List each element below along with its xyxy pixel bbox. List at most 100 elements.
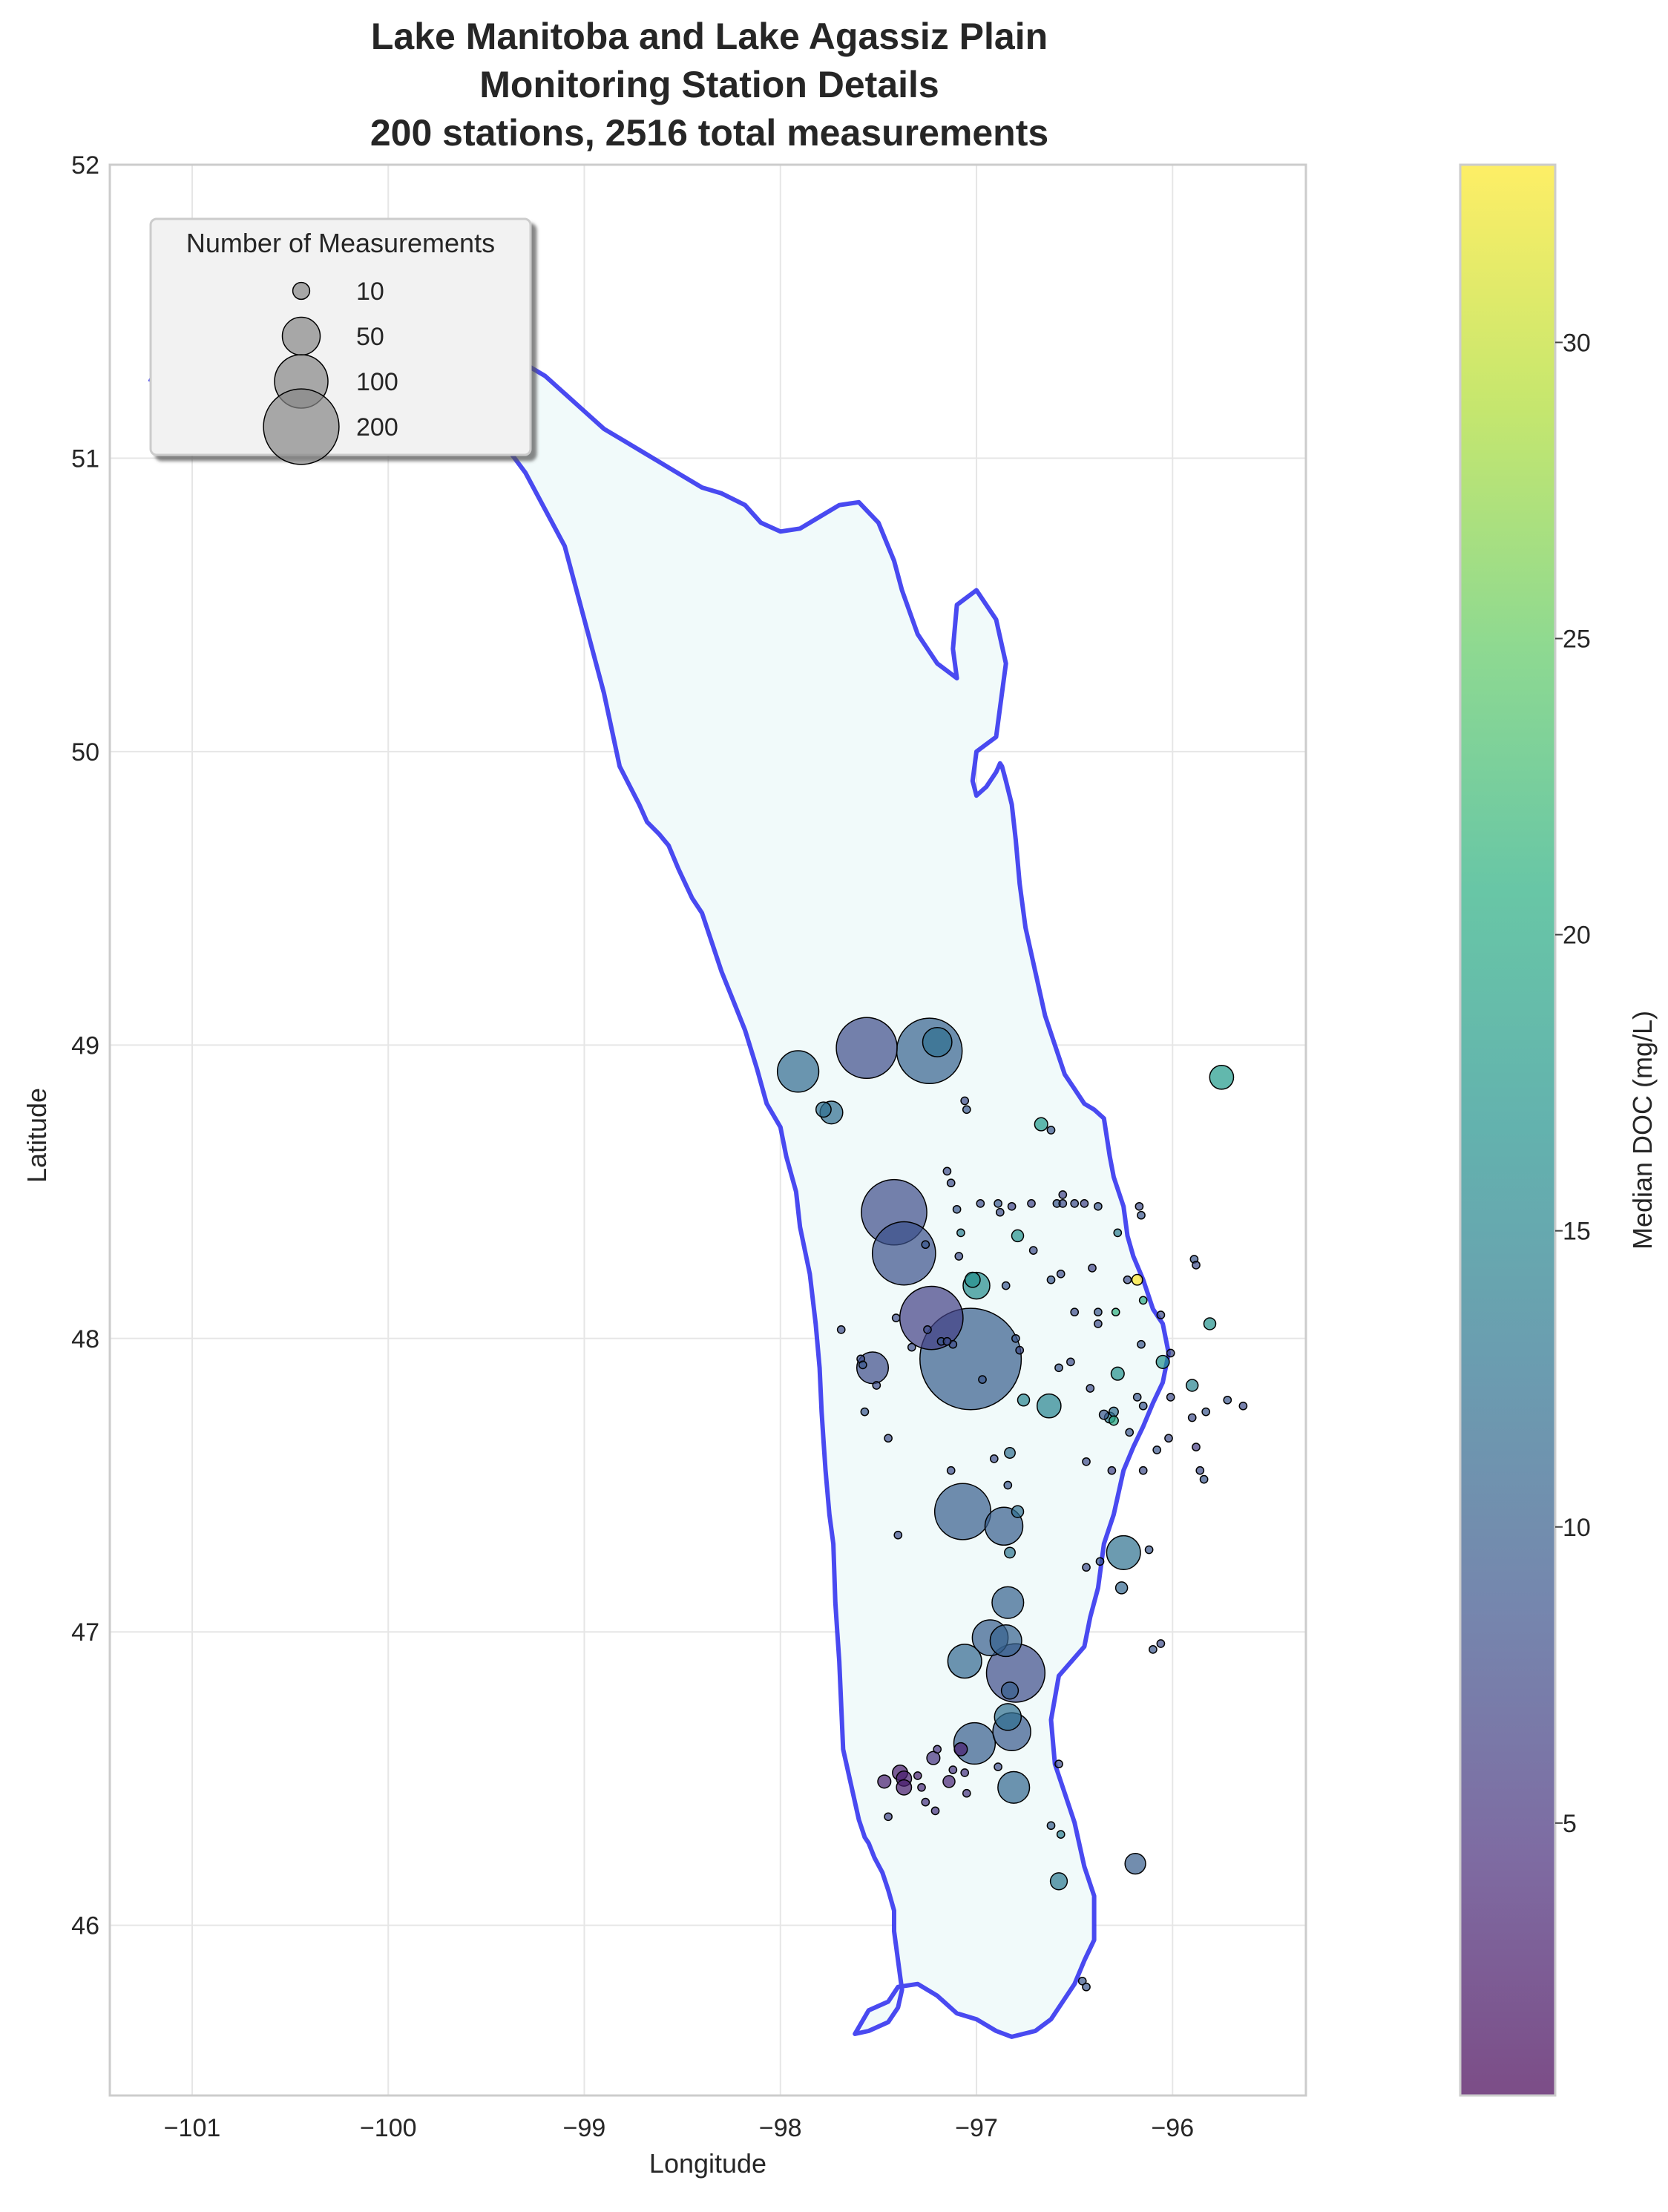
title-line-1: Lake Manitoba and Lake Agassiz Plain: [371, 16, 1048, 57]
station-point: [1107, 1466, 1117, 1475]
station-point: [1111, 1307, 1120, 1317]
legend-box: [149, 217, 532, 456]
station-point: [989, 1624, 1022, 1658]
station-point: [1114, 1581, 1129, 1595]
station-point: [1138, 1401, 1148, 1411]
station-point: [1123, 1275, 1132, 1284]
station-point: [1156, 1639, 1166, 1648]
y-tick-label: 48: [71, 1325, 99, 1353]
station-point: [858, 1360, 867, 1370]
station-point: [1011, 1333, 1020, 1343]
station-point: [1011, 1505, 1025, 1518]
station-point: [953, 1742, 968, 1756]
station-point: [913, 1771, 922, 1780]
station-point: [1003, 1480, 1013, 1490]
colorbar-label: Median DOC (mg/L): [1627, 1011, 1658, 1250]
station-point: [1192, 1261, 1201, 1270]
station-point: [1082, 1563, 1091, 1572]
size-legend: Number of Measurements 10 50 100 200: [149, 217, 532, 465]
x-axis-label: Longitude: [649, 2148, 766, 2179]
station-point: [960, 1768, 970, 1777]
station-point: [835, 1017, 898, 1080]
plot-frame: [108, 163, 1307, 2097]
station-point: [991, 1586, 1025, 1619]
station-point: [1034, 1117, 1048, 1132]
legend-label: 100: [356, 368, 398, 396]
legend-label: 200: [356, 413, 398, 442]
station-point: [1144, 1545, 1154, 1555]
station-point: [994, 1762, 1002, 1771]
station-point: [1195, 1466, 1205, 1475]
station-point: [884, 1812, 893, 1822]
y-tick-label: 47: [71, 1618, 99, 1647]
colorbar-tick-label: 15: [1563, 1218, 1591, 1246]
station-point: [1058, 1190, 1068, 1199]
station-point: [994, 1199, 1002, 1208]
colorbar-tick-label: 20: [1563, 922, 1591, 950]
station-point: [956, 1228, 965, 1238]
x-tick-label: −100: [360, 2114, 417, 2142]
station-point: [997, 1770, 1031, 1804]
station-point: [1166, 1348, 1175, 1358]
station-point: [1011, 1229, 1025, 1243]
station-point: [947, 1644, 982, 1679]
station-point: [1125, 1428, 1135, 1437]
station-point: [964, 1271, 981, 1288]
station-point: [976, 1199, 985, 1208]
station-point: [1131, 1273, 1143, 1286]
x-axis-ticks: −101 −100 −99 −98 −97 −96: [164, 2114, 1194, 2142]
station-point: [1049, 1872, 1068, 1891]
x-tick-label: −101: [164, 2114, 221, 2142]
watershed-boundary: [148, 309, 1171, 2039]
station-point: [1082, 1982, 1091, 1992]
colorbar-tick-label: 25: [1563, 626, 1591, 654]
station-point: [1187, 1413, 1197, 1422]
chart-title: Lake Manitoba and Lake Agassiz Plain Mon…: [370, 16, 1048, 154]
y-tick-label: 46: [71, 1912, 99, 1940]
station-point: [989, 1454, 999, 1463]
station-point: [1080, 1199, 1089, 1208]
station-point: [942, 1166, 952, 1176]
station-point: [1223, 1395, 1232, 1405]
station-point: [1077, 1976, 1087, 1986]
legend-marker: [292, 281, 311, 301]
station-point: [1137, 1210, 1146, 1220]
station-point: [1152, 1445, 1162, 1454]
station-point: [1199, 1474, 1209, 1484]
colorbar-tick-label: 10: [1563, 1514, 1591, 1542]
station-point: [1007, 1201, 1017, 1211]
station-point: [1164, 1434, 1173, 1443]
x-tick-label: −99: [563, 2114, 606, 2142]
station-point: [1106, 1535, 1141, 1570]
station-point: [1082, 1457, 1091, 1466]
legend-marker: [263, 388, 340, 465]
station-point: [952, 1204, 962, 1214]
station-point: [984, 1506, 1024, 1546]
station-point: [926, 1750, 941, 1765]
station-point: [815, 1101, 832, 1118]
station-point: [921, 1240, 930, 1250]
station-point: [1138, 1296, 1148, 1305]
station-point: [1192, 1443, 1201, 1451]
x-tick-label: −98: [759, 2114, 802, 2142]
station-point: [836, 1325, 846, 1334]
station-point: [933, 1745, 942, 1754]
station-point: [930, 1806, 940, 1816]
legend-title: Number of Measurements: [186, 228, 495, 258]
station-point: [942, 1775, 956, 1788]
station-point: [1149, 1645, 1158, 1654]
station-point: [1137, 1339, 1146, 1349]
station-point: [995, 1207, 1005, 1217]
station-point: [1046, 1126, 1056, 1135]
station-point: [872, 1381, 881, 1390]
colorbar-tick-label: 5: [1563, 1810, 1577, 1838]
title-line-3: 200 stations, 2516 total measurements: [370, 112, 1048, 154]
y-axis-label: Latitude: [22, 1088, 52, 1183]
colorbar: 5 10 15 20 25 30 Median DOC (mg/L): [1459, 163, 1658, 2097]
station-point: [948, 1765, 958, 1774]
station-point: [1124, 1852, 1146, 1875]
station-point: [1203, 1317, 1217, 1330]
station-point: [871, 1221, 936, 1286]
station-point: [893, 1530, 903, 1540]
